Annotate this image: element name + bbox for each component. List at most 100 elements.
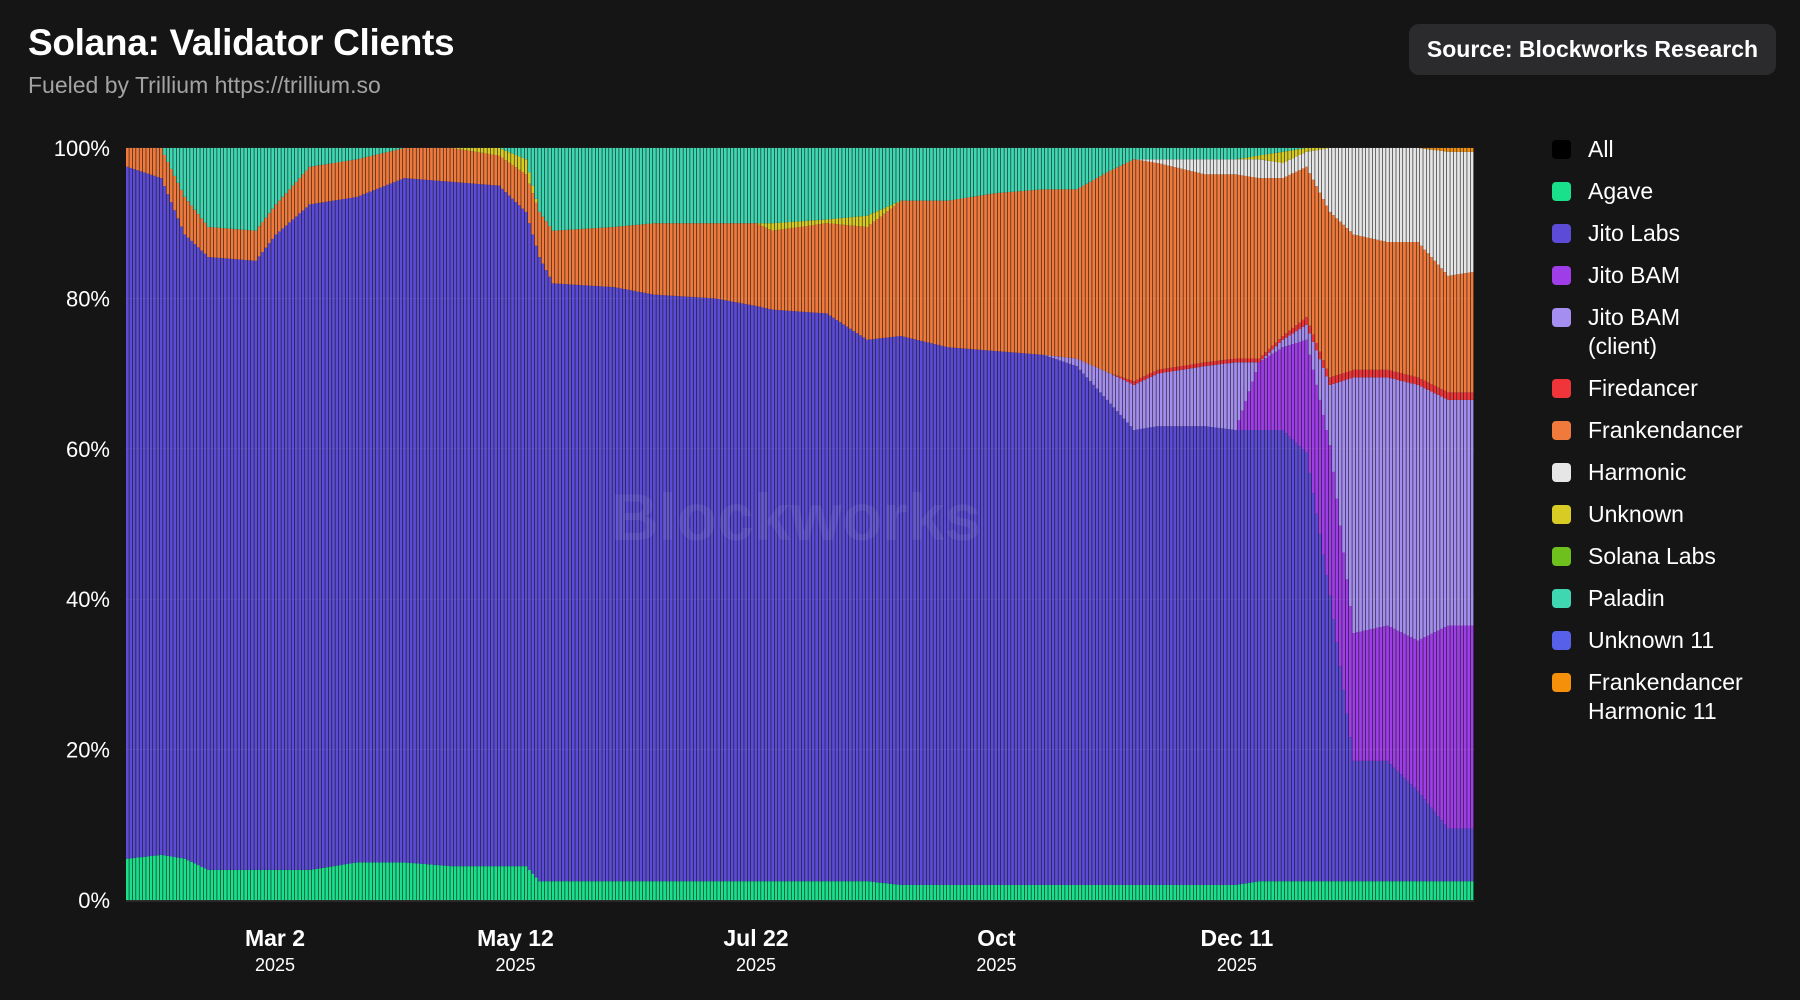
bar-segment-harmonic — [1264, 160, 1268, 179]
legend-item-jito-labs[interactable]: Jito Labs — [1552, 219, 1792, 248]
bar-segment-agave — [271, 869, 275, 900]
bar-segment-paladin — [646, 148, 650, 224]
bar-segment-jito-bam-client- — [1294, 331, 1298, 343]
day-bar — [487, 148, 491, 900]
bar-segment-agave — [575, 881, 579, 900]
bar-segment-frankendancer — [1166, 165, 1170, 369]
bar-segment-jito-labs — [1349, 737, 1352, 882]
bar-segment-jito-labs — [622, 289, 626, 882]
day-bar — [656, 148, 660, 900]
bar-segment-paladin — [696, 148, 700, 224]
day-bar — [1041, 148, 1045, 900]
bar-segment-agave — [740, 881, 744, 900]
legend-item-all[interactable]: All — [1552, 135, 1792, 164]
day-bar — [423, 148, 427, 900]
day-bar — [1136, 148, 1139, 900]
bar-segment-paladin — [872, 148, 876, 213]
bar-segment-frankendancer — [609, 227, 612, 287]
bar-segment-jito-labs — [436, 180, 440, 866]
bar-segment-paladin — [382, 148, 386, 153]
legend-item-frankendancer[interactable]: Frankendancer — [1552, 416, 1792, 445]
bar-segment-paladin — [1001, 148, 1004, 193]
bar-segment-jito-labs — [1092, 384, 1096, 885]
source-badge[interactable]: Source: Blockworks Research — [1408, 24, 1776, 75]
bar-segment-frankendancer — [892, 205, 896, 337]
bar-segment-jito-bam-client- — [1193, 367, 1197, 427]
legend-item-harmonic[interactable]: Harmonic — [1552, 458, 1792, 487]
bar-segment-paladin — [825, 148, 829, 220]
bar-segment-jito-labs — [680, 296, 683, 882]
legend-item-jito-bam-client[interactable]: Jito BAM (client) — [1552, 303, 1792, 361]
bar-segment-firedancer — [1207, 361, 1210, 366]
bar-segment-agave — [615, 881, 619, 900]
day-bar — [1244, 148, 1248, 900]
bar-segment-jito-labs — [163, 186, 166, 856]
y-tick-label: 0% — [78, 888, 110, 913]
bar-segment-jito-labs — [1359, 760, 1362, 882]
bar-segment-jito-labs — [311, 203, 315, 870]
bar-segment-paladin — [832, 148, 835, 219]
bar-segment-harmonic — [1382, 148, 1386, 242]
bar-segment-frankendancer — [1386, 242, 1389, 370]
bar-segment-agave — [453, 866, 457, 900]
bar-segment-agave — [146, 856, 150, 900]
bar-segment-paladin — [602, 148, 606, 228]
bar-segment-agave — [1119, 884, 1123, 900]
bar-segment-frankendancer — [1389, 242, 1393, 371]
bar-segment-frankendancer — [649, 223, 653, 295]
bar-segment-frankendancer — [963, 197, 967, 349]
bar-segment-jito-labs — [1308, 472, 1312, 882]
bar-segment-agave — [480, 866, 484, 900]
day-bar — [892, 148, 896, 900]
day-bar — [1288, 148, 1291, 900]
bar-segment-frankendancer — [1173, 167, 1177, 368]
legend-item-frankendancer-harmonic-11[interactable]: Frankendancer Harmonic 11 — [1552, 668, 1792, 726]
bar-segment-frankendancer — [142, 148, 146, 173]
bar-segment-frankendancer — [1298, 170, 1302, 323]
bar-segment-agave — [970, 884, 974, 900]
legend-item-solana-labs[interactable]: Solana Labs — [1552, 542, 1792, 571]
bar-segment-paladin — [1173, 148, 1177, 160]
bar-segment-jito-labs — [845, 326, 849, 882]
bar-segment-jito-labs — [281, 228, 285, 870]
day-bar — [1294, 148, 1298, 900]
bar-segment-paladin — [723, 148, 727, 224]
bar-segment-jito-bam-client- — [1149, 376, 1153, 428]
bar-segment-jito-labs — [798, 311, 802, 882]
legend-item-agave[interactable]: Agave — [1552, 177, 1792, 206]
bar-segment-frankendancer — [274, 204, 278, 235]
x-tick-year: 2025 — [736, 955, 776, 975]
legend-item-unknown[interactable]: Unknown — [1552, 500, 1792, 529]
bar-segment-paladin — [528, 148, 531, 173]
legend-item-firedancer[interactable]: Firedancer — [1552, 374, 1792, 403]
bar-segment-jito-bam-client- — [1403, 381, 1406, 634]
bar-segment-harmonic — [1278, 162, 1281, 179]
bar-segment-agave — [727, 881, 731, 900]
bar-segment-unknown — [842, 217, 845, 225]
bar-segment-jito-labs — [1301, 449, 1305, 882]
day-bar — [1247, 148, 1251, 900]
bar-segment-unknown — [761, 223, 764, 227]
bar-segment-jito-labs — [480, 184, 484, 867]
bar-segment-frankendancer — [636, 224, 639, 292]
bar-segment-frankendancer — [588, 228, 592, 286]
bar-segment-paladin — [1075, 148, 1079, 190]
bar-segment-unknown — [832, 218, 835, 224]
legend: All Agave Jito Labs Jito BAM Jito BAM (clien… — [1552, 135, 1792, 739]
bar-segment-agave — [1186, 884, 1190, 900]
legend-item-unknown-11[interactable]: Unknown 11 — [1552, 626, 1792, 655]
bar-segment-frankendancer — [977, 195, 981, 350]
bar-segment-agave — [251, 869, 254, 900]
day-bar — [362, 148, 366, 900]
legend-item-paladin[interactable]: Paladin — [1552, 584, 1792, 613]
bar-segment-frankendancer — [619, 226, 623, 289]
day-bar — [872, 148, 876, 900]
day-bar — [632, 148, 636, 900]
bar-segment-jito-bam-client- — [1379, 377, 1383, 628]
bar-segment-jito-bam — [1267, 355, 1271, 430]
bar-segment-paladin — [345, 148, 349, 161]
legend-item-jito-bam[interactable]: Jito BAM — [1552, 261, 1792, 290]
bar-segment-agave — [622, 881, 626, 900]
bar-segment-agave — [1166, 884, 1170, 900]
day-bar — [251, 148, 254, 900]
